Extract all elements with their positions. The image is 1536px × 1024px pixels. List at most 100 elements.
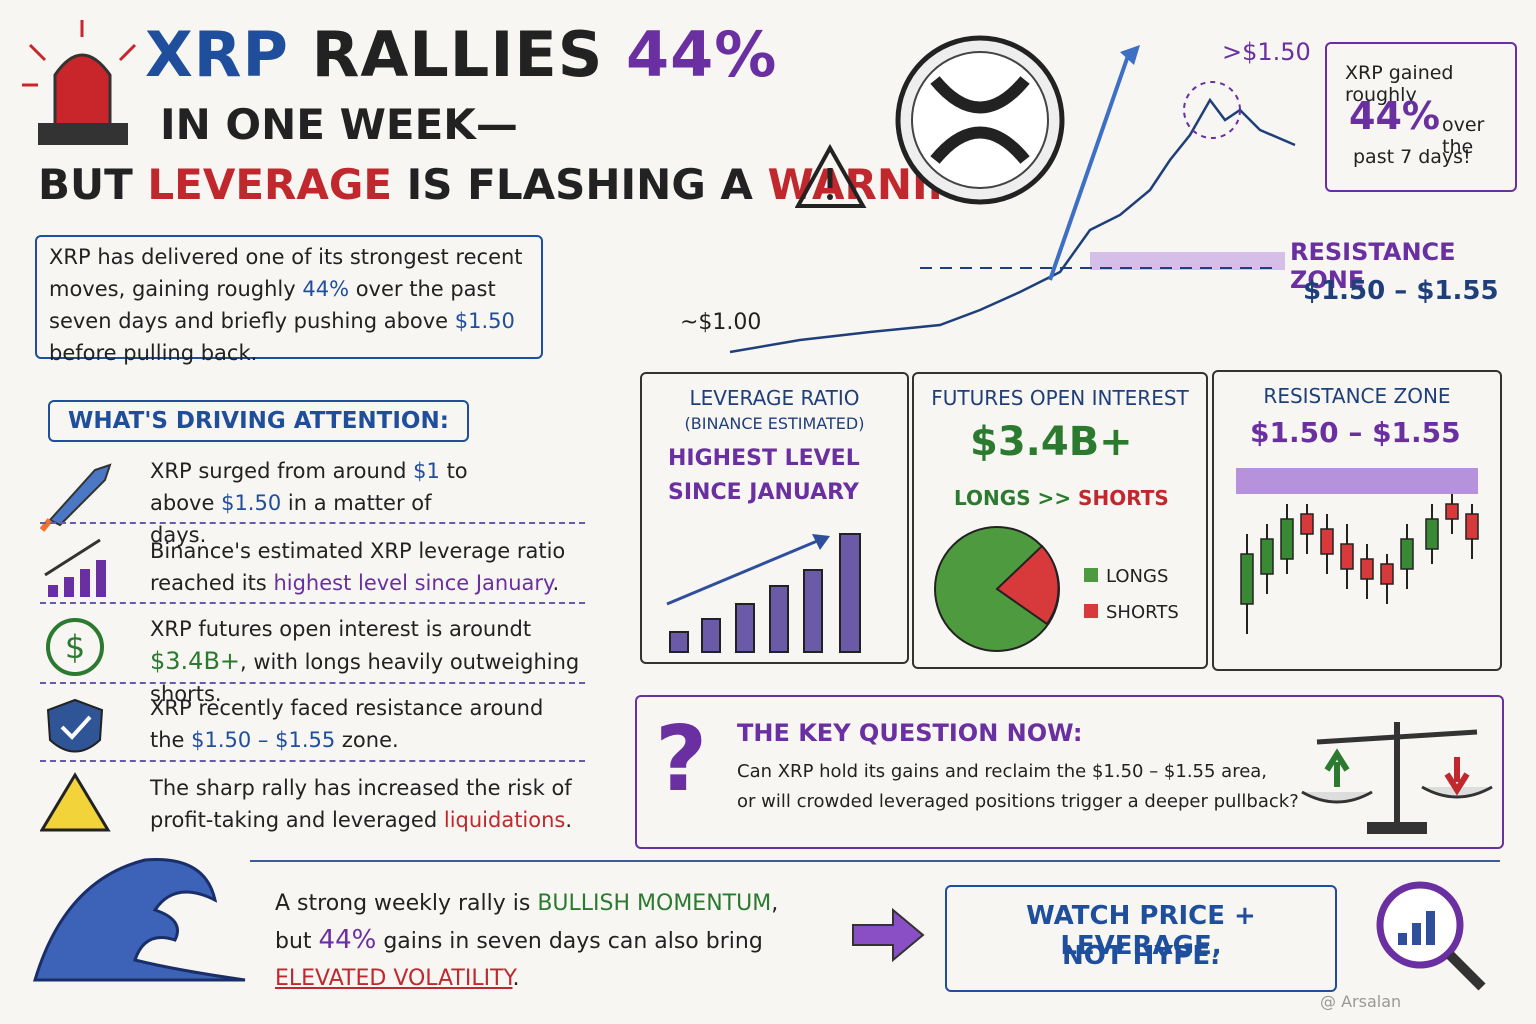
panel-note: HIGHEST LEVEL (668, 446, 860, 471)
callout-box: XRP gained roughly 44% over the past 7 d… (1325, 42, 1517, 192)
section-heading: WHAT'S DRIVING ATTENTION: (48, 400, 469, 442)
callout-text: XRP gained roughly (1345, 62, 1454, 106)
callout-text: over the (1442, 114, 1485, 158)
panel-title: FUTURES OPEN INTEREST (931, 386, 1189, 410)
driver-item: Binance's estimated XRP leverage ratio r… (150, 535, 580, 599)
text: . (512, 966, 520, 991)
wave-icon (32, 858, 246, 982)
zone-title: RESISTANCE ZONE (1290, 238, 1456, 294)
panel-title: RESISTANCE ZONE (1263, 384, 1451, 408)
panel-value: $3.4B+ (970, 419, 1133, 465)
highlight: $1.50 (454, 309, 515, 333)
text: over the past seven days and briefly pus… (49, 277, 496, 333)
highlight: highest level since January (273, 571, 553, 595)
driver-item: XRP surged from around $1 to above $1.50… (150, 455, 480, 551)
highlight: 44% (318, 925, 377, 955)
arrow-icon (852, 907, 925, 963)
subtitle: IN ONE WEEK— (160, 100, 518, 149)
separator (40, 522, 585, 524)
legend-label: LONGS (1106, 566, 1169, 587)
driver-item: The sharp rally has increased the risk o… (150, 772, 590, 836)
intro-box: XRP has delivered one of its strongest r… (35, 235, 543, 365)
text: zone. (335, 728, 399, 752)
cta-text: WATCH PRICE + LEVERAGE, (1026, 901, 1256, 961)
footer-text: A strong weekly rally is BULLISH MOMENTU… (275, 885, 805, 997)
text: IS FLASHING A (392, 160, 768, 209)
separator (40, 602, 585, 604)
text: , but (275, 891, 779, 954)
price-chart (729, 45, 1296, 354)
text: LONGS >> (954, 486, 1079, 510)
zone-range: $1.50 – $1.55 (1303, 276, 1499, 306)
text: BUT (38, 160, 148, 209)
scale-icon (1301, 722, 1493, 834)
highlight: $3.4B+ (150, 647, 241, 675)
text: , with longs heavily outweighing shorts. (150, 650, 580, 706)
highlight: BULLISH MOMENTUM (537, 891, 772, 916)
warning-icon (795, 143, 867, 208)
text: XRP has delivered one of its strongest r… (49, 245, 523, 301)
panel-value: $1.50 – $1.55 (1250, 416, 1461, 449)
question-text: or will crowded leveraged positions trig… (737, 791, 1299, 812)
text: . (565, 808, 573, 832)
text: . (552, 571, 560, 595)
bar-illustration (666, 533, 861, 653)
driver-icons: $ (40, 463, 112, 832)
legend-item: LONGS (1084, 566, 1168, 587)
driver-item: XRP futures open interest is aroundt $3.… (150, 613, 620, 710)
price-label: ~$1.00 (680, 310, 762, 335)
title-highlight: 44% (625, 18, 778, 91)
siren-icon (22, 20, 137, 145)
peak-label: >$1.50 (1222, 38, 1311, 66)
legend-item: SHORTS (1084, 602, 1179, 623)
text: gains in seven days can also bring (376, 929, 763, 954)
highlight: $1.50 – $1.55 (191, 728, 336, 752)
heading: THE KEY QUESTION NOW: (737, 719, 1083, 747)
candlestick-illustration (1236, 468, 1479, 634)
callout-text: past 7 days! (1353, 146, 1471, 168)
text: The sharp rally has increased the risk o… (150, 776, 572, 832)
highlight: liquidations (443, 808, 566, 832)
panel-leverage: LEVERAGE RATIO (BINANCE ESTIMATED) HIGHE… (640, 372, 909, 664)
cta-box: WATCH PRICE + LEVERAGE, NOT HYPE. (945, 885, 1337, 992)
text: XRP surged from around (150, 459, 414, 483)
separator (40, 760, 585, 762)
question-icon: ? (655, 707, 708, 812)
text: in a matter of days. (150, 491, 432, 547)
question-text: Can XRP hold its gains and reclaim the $… (737, 761, 1268, 782)
key-question-box: ? THE KEY QUESTION NOW: Can XRP hold its… (635, 695, 1504, 849)
title-word: XRP (145, 18, 289, 91)
text: A strong weekly rally is (275, 891, 538, 916)
footer-rule (250, 860, 1500, 862)
text: XRP futures open interest is aroundt (150, 617, 532, 641)
text: before pulling back. (49, 341, 258, 365)
svg-text:$: $ (65, 628, 85, 666)
panel-comparison: LONGS >> SHORTS (954, 486, 1169, 510)
xrp-logo (895, 35, 1065, 205)
text: SHORTS (1078, 486, 1169, 510)
panel-open-interest: FUTURES OPEN INTEREST $3.4B+ LONGS >> SH… (912, 372, 1208, 669)
separator (40, 682, 585, 684)
callout-value: 44% (1349, 94, 1440, 138)
pie-illustration (934, 526, 1060, 652)
highlight: $1.50 (221, 491, 282, 515)
driver-item: XRP recently faced resistance around the… (150, 692, 550, 756)
text: Binance's estimated XRP leverage ratio r… (150, 539, 566, 595)
panel-resistance: RESISTANCE ZONE $1.50 – $1.55 (1212, 370, 1502, 671)
highlight: LEVERAGE (147, 160, 393, 209)
text: XRP recently faced resistance around the (150, 696, 544, 752)
watermark: @ Arsalan (1320, 992, 1402, 1011)
cta-text: NOT HYPE. (1062, 941, 1220, 971)
highlight: 44% (302, 277, 350, 301)
magnifier-icon (1376, 881, 1486, 991)
panel-subtitle: (BINANCE ESTIMATED) (684, 414, 865, 433)
legend-label: SHORTS (1106, 602, 1179, 623)
title-word: RALLIES (311, 18, 604, 91)
highlight: ELEVATED VOLATILITY (275, 966, 513, 991)
text: to above (150, 459, 468, 515)
highlight: $1 (413, 459, 440, 483)
panel-note: SINCE JANUARY (668, 480, 859, 505)
panel-title: LEVERAGE RATIO (689, 386, 860, 410)
title: XRP RALLIES 44% (145, 18, 777, 91)
